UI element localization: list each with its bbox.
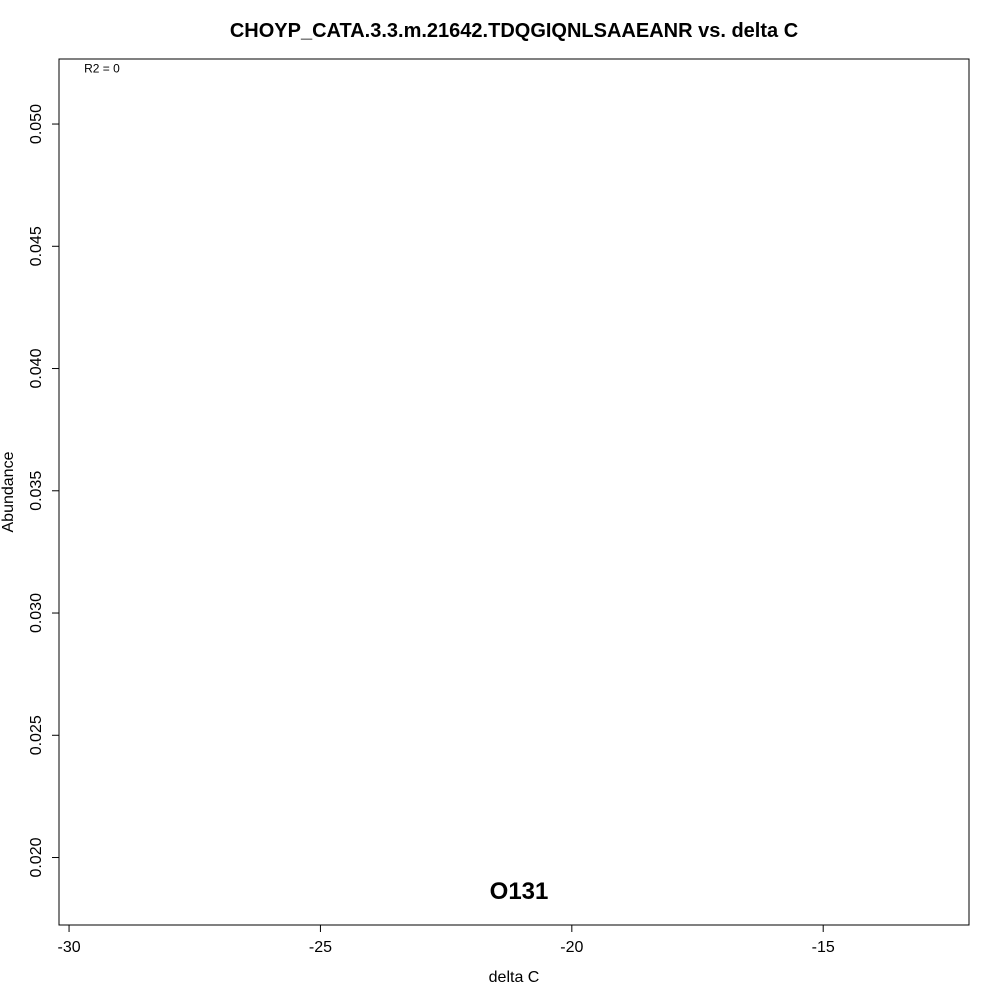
- annotation-sample: O131: [490, 878, 549, 905]
- x-tick-label: -30: [57, 939, 80, 956]
- y-axis-label: Abundance: [0, 451, 17, 532]
- x-tick-label: -25: [309, 939, 332, 956]
- chart-title: CHOYP_CATA.3.3.m.21642.TDQGIQNLSAAEANR v…: [230, 20, 798, 42]
- y-tick-label: 0.030: [28, 593, 45, 633]
- y-tick-label: 0.050: [28, 104, 45, 144]
- x-axis-label: delta C: [489, 969, 540, 986]
- y-tick-label: 0.040: [28, 348, 45, 388]
- x-axis: -30 -25 -20 -15: [57, 924, 969, 956]
- y-tick-label: 0.020: [28, 837, 45, 877]
- x-tick-label: -20: [560, 939, 583, 956]
- y-tick-label: 0.045: [28, 226, 45, 266]
- plot-frame: [58, 58, 970, 926]
- y-tick-label: 0.035: [28, 471, 45, 511]
- y-tick-label: 0.025: [28, 715, 45, 755]
- x-tick-label: -15: [812, 939, 835, 956]
- annotation-r2: R2 = 0: [84, 62, 120, 76]
- y-axis: 0.020 0.025 0.030 0.035 0.040 0.045 0.050: [28, 104, 60, 878]
- annotations: R2 = 0 O131: [84, 62, 548, 905]
